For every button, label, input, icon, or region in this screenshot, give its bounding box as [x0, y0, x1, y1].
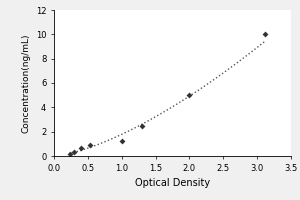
- Y-axis label: Concentration(ng/mL): Concentration(ng/mL): [21, 33, 30, 133]
- X-axis label: Optical Density: Optical Density: [135, 178, 210, 188]
